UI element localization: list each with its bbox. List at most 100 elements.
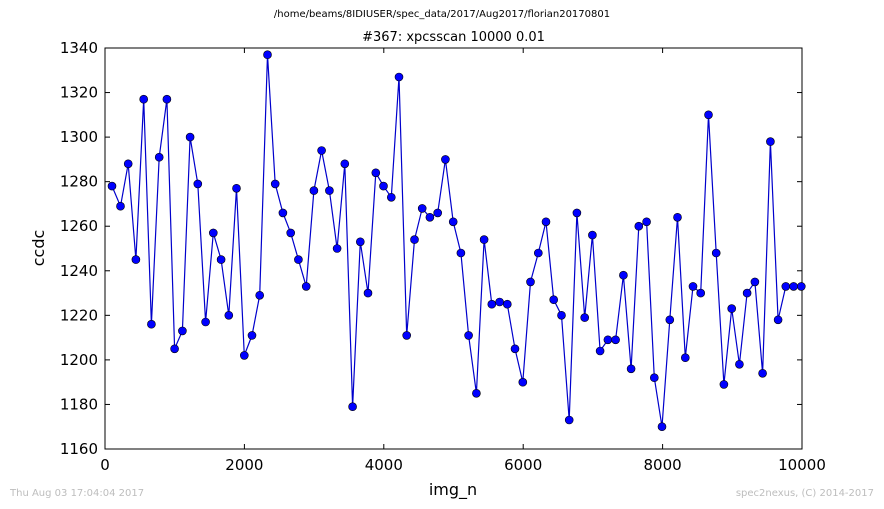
data-point [487, 299, 497, 309]
data-point [402, 331, 412, 340]
data-point [626, 364, 636, 374]
y-tick-label: 1280 [60, 173, 98, 191]
data-point [619, 270, 628, 280]
data-point [371, 168, 381, 178]
x-tick-label: 2000 [225, 456, 263, 474]
data-point [472, 388, 481, 398]
data-point [510, 344, 520, 354]
data-point [332, 244, 342, 253]
data-point [796, 282, 806, 291]
data-point [216, 255, 226, 264]
data-point [107, 181, 117, 191]
data-point [711, 248, 721, 258]
x-tick-label: 8000 [644, 456, 682, 474]
data-point [572, 208, 582, 218]
data-point [441, 155, 450, 164]
data-point [433, 208, 443, 218]
data-point [425, 213, 435, 222]
data-point [154, 152, 164, 162]
y-tick-label: 1160 [60, 440, 98, 458]
data-point [541, 217, 551, 227]
y-tick-label: 1180 [60, 395, 98, 413]
data-point [789, 282, 798, 291]
data-point [363, 288, 373, 298]
data-point [518, 377, 528, 387]
data-point [348, 402, 357, 412]
data-point [657, 422, 667, 432]
data-point [170, 344, 179, 354]
plot-title: #367: xpcsscan 10000 0.01 [362, 30, 545, 45]
footer-timestamp: Thu Aug 03 17:04:04 2017 [10, 488, 145, 499]
data-point [727, 304, 737, 313]
data-point [704, 110, 713, 120]
data-point [549, 295, 559, 305]
data-point [696, 288, 706, 298]
data-point [255, 290, 265, 300]
data-point [479, 235, 489, 244]
data-point [325, 186, 334, 195]
data-point [595, 346, 605, 356]
data-point [533, 248, 543, 258]
data-point [294, 255, 303, 264]
data-point [270, 179, 280, 189]
data-point [232, 184, 241, 193]
data-point [750, 277, 760, 287]
y-axis-label: ccdc [29, 230, 48, 267]
data-point [688, 282, 698, 291]
series-line [111, 54, 802, 427]
data-point [139, 94, 148, 104]
data-point [209, 228, 218, 238]
data-point [263, 50, 272, 60]
y-tick-label: 1300 [60, 128, 98, 146]
x-tick-label: 6000 [504, 456, 542, 474]
footer-credit: spec2nexus, (C) 2014-2017 [735, 488, 874, 499]
x-axis-label: img_n [429, 480, 477, 500]
data-point [766, 137, 775, 146]
data-point [340, 159, 350, 169]
data-point [649, 373, 659, 383]
data-point [673, 213, 682, 222]
y-tick-label: 1340 [60, 39, 98, 57]
data-point [224, 310, 234, 320]
data-point [355, 237, 365, 247]
data-point [564, 415, 574, 425]
data-point [456, 248, 466, 258]
data-point [410, 235, 419, 244]
data-point [557, 310, 566, 320]
data-point [502, 299, 512, 309]
data-point [286, 228, 296, 238]
data-point [185, 132, 195, 142]
y-tick-label: 1260 [60, 217, 98, 235]
data-point [317, 146, 326, 155]
data-point [665, 315, 675, 325]
data-point [526, 277, 535, 287]
data-point [116, 201, 125, 211]
data-point [580, 313, 590, 322]
data-point [611, 335, 620, 345]
data-point [773, 315, 783, 325]
data-point [162, 94, 172, 104]
data-point [201, 317, 210, 327]
x-tick-label: 4000 [365, 456, 403, 474]
y-tick-label: 1320 [60, 84, 98, 102]
y-tick-label: 1240 [60, 262, 98, 280]
data-point [278, 208, 288, 218]
data-point [123, 159, 133, 169]
data-point [448, 217, 458, 227]
data-point [309, 186, 319, 195]
data-point [719, 380, 729, 389]
data-point [178, 326, 187, 336]
data-point [464, 331, 473, 340]
data-point [781, 282, 791, 291]
data-point [634, 221, 644, 231]
data-point [588, 230, 597, 240]
data-point [147, 319, 156, 329]
data-point [603, 335, 613, 345]
y-tick-label: 1220 [60, 306, 98, 324]
y-tick-label: 1200 [60, 351, 98, 369]
data-point [642, 217, 651, 227]
data-point [131, 255, 141, 264]
data-point [240, 351, 249, 360]
axes-frame [104, 47, 803, 450]
